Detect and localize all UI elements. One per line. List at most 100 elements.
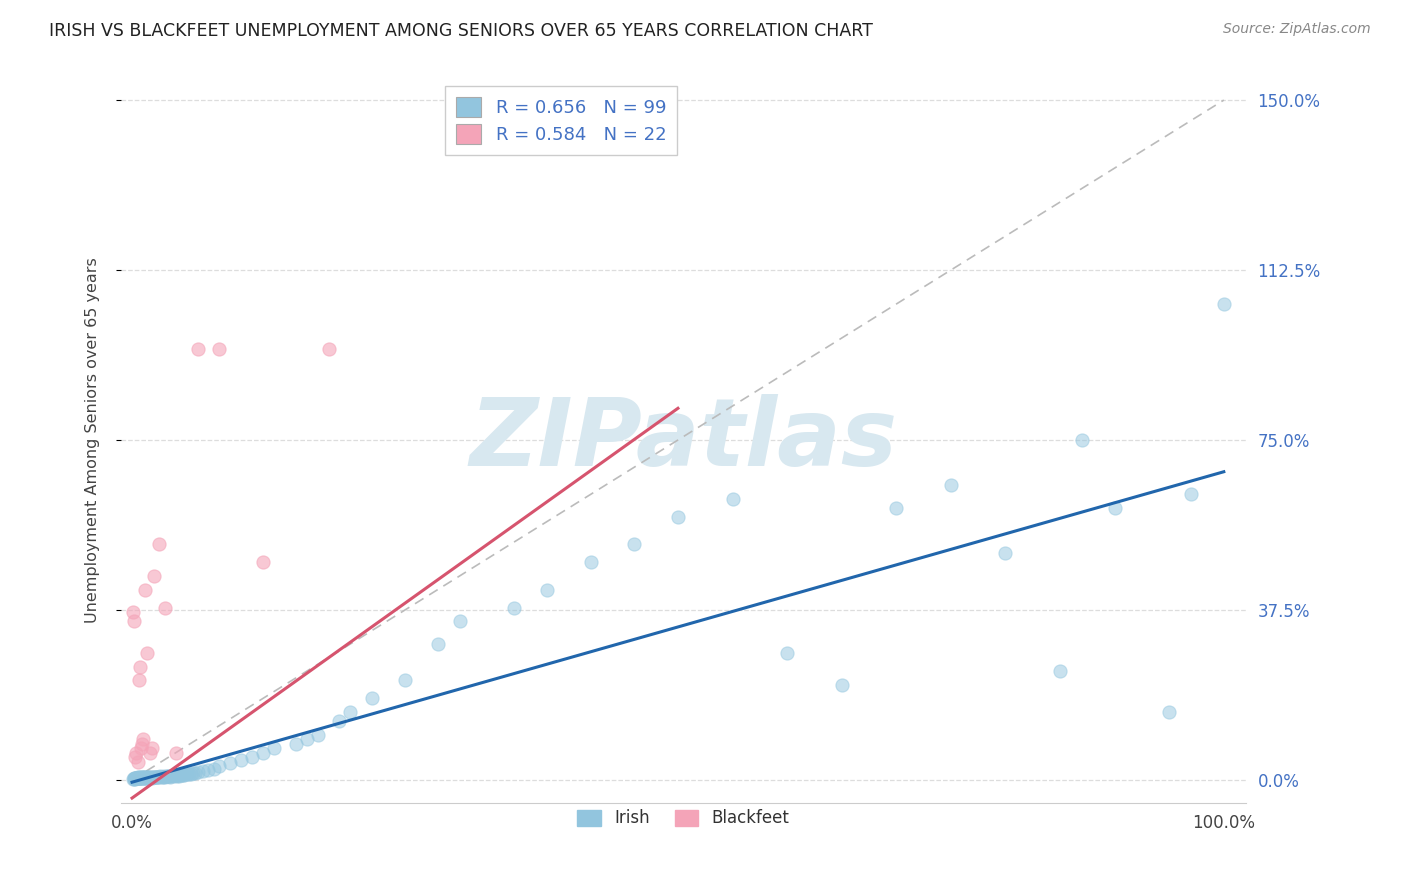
Point (166, 769, 188, 783)
Point (127, 755, 149, 769)
Point (776, 646, 799, 660)
Point (721, 491, 744, 506)
Point (181, 766, 204, 780)
Point (252, 555, 274, 569)
Point (138, 770, 160, 784)
Point (1159, 705, 1181, 719)
Point (1104, 501, 1126, 516)
Point (148, 770, 170, 784)
Point (124, 750, 146, 764)
Point (136, 646, 159, 660)
Point (122, 772, 145, 786)
Point (426, 637, 449, 651)
Point (139, 770, 162, 784)
Point (128, 770, 150, 784)
Point (202, 762, 225, 776)
Point (666, 510, 689, 524)
Point (394, 673, 416, 688)
Point (159, 770, 181, 784)
Point (939, 478, 962, 492)
Point (579, 555, 602, 569)
Point (122, 772, 145, 786)
Point (141, 741, 163, 756)
Point (162, 769, 184, 783)
Point (128, 771, 150, 785)
Point (318, 343, 340, 357)
Point (884, 501, 907, 516)
Point (167, 769, 190, 783)
Point (172, 768, 194, 782)
Point (132, 770, 155, 784)
Point (129, 771, 152, 785)
Legend: Irish, Blackfeet: Irish, Blackfeet (571, 803, 796, 834)
Point (449, 615, 471, 629)
Point (339, 705, 361, 719)
Point (132, 771, 155, 785)
Point (136, 770, 159, 784)
Point (177, 767, 200, 781)
Point (124, 771, 146, 785)
Point (160, 769, 183, 783)
Point (536, 582, 558, 597)
Point (128, 771, 150, 785)
Text: IRISH VS BLACKFEET UNEMPLOYMENT AMONG SENIORS OVER 65 YEARS CORRELATION CHART: IRISH VS BLACKFEET UNEMPLOYMENT AMONG SE… (49, 22, 873, 40)
Point (284, 737, 307, 751)
Point (208, 759, 231, 773)
Point (143, 770, 166, 784)
Point (142, 569, 165, 583)
Point (138, 746, 160, 760)
Point (127, 770, 149, 784)
Point (295, 732, 318, 747)
Point (176, 767, 198, 781)
Point (197, 763, 219, 777)
Point (146, 770, 169, 784)
Point (128, 771, 150, 785)
Point (125, 771, 148, 785)
Point (361, 691, 384, 706)
Point (131, 770, 153, 784)
Point (131, 771, 153, 785)
Point (122, 605, 145, 619)
Point (124, 772, 146, 786)
Point (157, 769, 180, 783)
Point (165, 768, 187, 782)
Point (187, 764, 209, 779)
Point (134, 582, 156, 597)
Point (1212, 297, 1234, 311)
Point (141, 771, 163, 785)
Point (134, 771, 156, 785)
Point (157, 769, 180, 783)
Point (153, 770, 176, 784)
Point (124, 771, 146, 785)
Point (187, 343, 209, 357)
Point (152, 770, 174, 784)
Point (307, 728, 329, 742)
Point (125, 771, 148, 785)
Point (128, 771, 150, 785)
Point (831, 678, 853, 692)
Text: Source: ZipAtlas.com: Source: ZipAtlas.com (1223, 22, 1371, 37)
Point (135, 771, 157, 785)
Point (150, 770, 173, 784)
Point (1049, 664, 1071, 678)
Point (328, 714, 350, 728)
Point (231, 753, 253, 767)
Point (138, 770, 160, 784)
Point (132, 771, 155, 785)
Point (132, 732, 155, 747)
Point (191, 764, 214, 778)
Point (180, 766, 202, 780)
Point (122, 615, 145, 629)
Y-axis label: Unemployment Among Seniors over 65 years: Unemployment Among Seniors over 65 years (86, 257, 100, 623)
Point (1070, 433, 1092, 447)
Point (129, 741, 152, 756)
Text: ZIPatlas: ZIPatlas (470, 394, 897, 486)
Point (131, 737, 153, 751)
Point (138, 771, 160, 785)
Point (149, 769, 172, 783)
Point (240, 750, 263, 764)
Point (148, 770, 170, 784)
Point (142, 770, 165, 784)
Point (129, 770, 152, 784)
Point (167, 768, 190, 782)
